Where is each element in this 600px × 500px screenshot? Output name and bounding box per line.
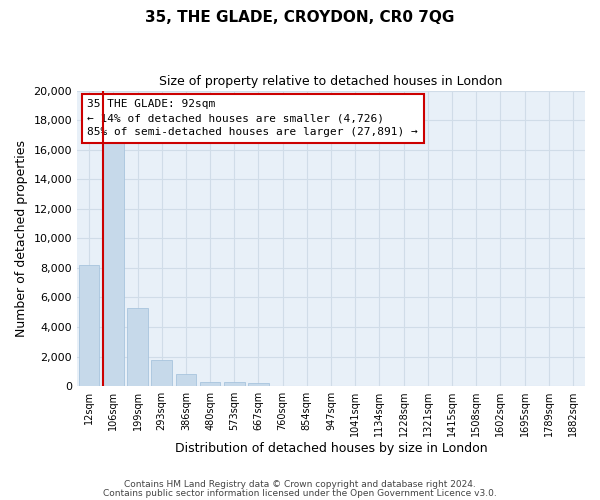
Bar — [200, 382, 220, 386]
Bar — [79, 265, 100, 386]
Bar — [151, 360, 172, 386]
Text: Contains HM Land Registry data © Crown copyright and database right 2024.: Contains HM Land Registry data © Crown c… — [124, 480, 476, 489]
Bar — [224, 382, 245, 386]
Y-axis label: Number of detached properties: Number of detached properties — [15, 140, 28, 337]
Text: 35, THE GLADE, CROYDON, CR0 7QG: 35, THE GLADE, CROYDON, CR0 7QG — [145, 10, 455, 25]
Title: Size of property relative to detached houses in London: Size of property relative to detached ho… — [160, 75, 503, 88]
Text: Contains public sector information licensed under the Open Government Licence v3: Contains public sector information licen… — [103, 489, 497, 498]
Text: 35 THE GLADE: 92sqm
← 14% of detached houses are smaller (4,726)
85% of semi-det: 35 THE GLADE: 92sqm ← 14% of detached ho… — [87, 100, 418, 138]
Bar — [176, 374, 196, 386]
X-axis label: Distribution of detached houses by size in London: Distribution of detached houses by size … — [175, 442, 487, 455]
Bar — [127, 308, 148, 386]
Bar — [103, 142, 124, 386]
Bar — [248, 383, 269, 386]
